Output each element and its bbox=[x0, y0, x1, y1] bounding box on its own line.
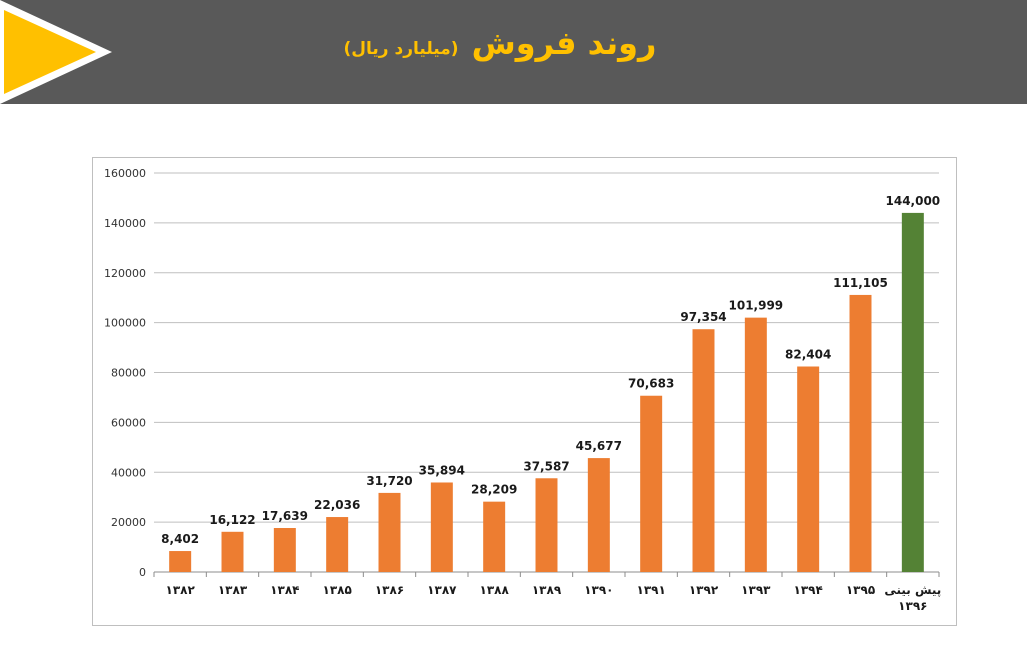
bar bbox=[901, 212, 924, 572]
y-tick-label: 100000 bbox=[104, 317, 146, 330]
y-tick-label: 140000 bbox=[104, 217, 146, 230]
x-tick-label: ۱۳۸۹ bbox=[532, 583, 562, 597]
title-main: روند فروش bbox=[471, 24, 657, 62]
y-tick-label: 160000 bbox=[104, 167, 146, 180]
data-label: 111,105 bbox=[833, 276, 888, 290]
header-banner: روند فروش (میلیارد ریال) bbox=[0, 0, 1027, 104]
data-label: 82,404 bbox=[785, 348, 831, 362]
bar bbox=[273, 528, 296, 572]
x-tick-label: ۱۳۸۶ bbox=[375, 583, 404, 597]
data-label: 45,677 bbox=[576, 439, 622, 453]
data-label: 35,894 bbox=[419, 463, 465, 477]
bar bbox=[692, 329, 715, 572]
data-label: 8,402 bbox=[161, 532, 199, 546]
bar bbox=[535, 478, 558, 572]
bar bbox=[797, 366, 820, 572]
bar bbox=[430, 482, 453, 572]
x-tick-label: ۱۳۹۰ bbox=[584, 583, 613, 597]
bar bbox=[587, 458, 610, 572]
bar bbox=[744, 317, 767, 572]
y-tick-label: 0 bbox=[139, 566, 146, 579]
bar bbox=[378, 492, 401, 572]
data-label: 144,000 bbox=[886, 194, 941, 208]
title-unit: (میلیارد ریال) bbox=[343, 39, 459, 59]
data-label: 97,354 bbox=[680, 310, 726, 324]
x-tick-label: ۱۳۸۸ bbox=[480, 583, 510, 597]
bar-chart: 0 20000 40000 60000 80000 100000 120000 140000 1… bbox=[104, 167, 941, 613]
x-tick-label: ۱۳۸۷ bbox=[427, 583, 457, 597]
bar bbox=[483, 501, 506, 572]
page-title: روند فروش (میلیارد ریال) bbox=[320, 24, 680, 84]
bar bbox=[326, 517, 349, 572]
data-label: 101,999 bbox=[729, 299, 784, 313]
bar bbox=[221, 531, 244, 572]
x-tick-label: ۱۳۸۴ bbox=[270, 583, 299, 597]
data-label: 37,587 bbox=[523, 459, 569, 473]
x-tick-label: ۱۳۹۴ bbox=[794, 583, 823, 597]
data-label: 28,209 bbox=[471, 483, 517, 497]
y-tick-label: 60000 bbox=[111, 416, 146, 429]
data-label: 70,683 bbox=[628, 377, 674, 391]
bar bbox=[169, 551, 192, 572]
x-tick-label: ۱۳۹۶ bbox=[898, 599, 927, 613]
data-label: 16,122 bbox=[209, 513, 255, 527]
data-label: 17,639 bbox=[262, 509, 308, 523]
x-tick-label: ۱۳۹۵ bbox=[846, 583, 875, 597]
chart-frame: 0 20000 40000 60000 80000 100000 120000 140000 1… bbox=[92, 157, 957, 626]
data-label: 31,720 bbox=[366, 474, 412, 488]
bar bbox=[640, 395, 663, 572]
bar bbox=[849, 294, 872, 572]
y-tick-label: 120000 bbox=[104, 267, 146, 280]
play-arrow-icon bbox=[0, 0, 120, 104]
x-tick-label: ۱۳۸۵ bbox=[323, 583, 352, 597]
x-tick-label: ۱۳۹۲ bbox=[689, 583, 719, 597]
x-tick-label: پیش بینی bbox=[884, 583, 941, 597]
y-tick-label: 20000 bbox=[111, 516, 146, 529]
x-tick-label: ۱۳۹۱ bbox=[637, 583, 666, 597]
x-tick-label: ۱۳۸۳ bbox=[218, 583, 248, 597]
data-label: 22,036 bbox=[314, 498, 360, 512]
x-tick-label: ۱۳۸۲ bbox=[166, 583, 196, 597]
x-tick-label: ۱۳۹۳ bbox=[741, 583, 771, 597]
y-tick-label: 80000 bbox=[111, 367, 146, 380]
y-tick-label: 40000 bbox=[111, 466, 146, 479]
